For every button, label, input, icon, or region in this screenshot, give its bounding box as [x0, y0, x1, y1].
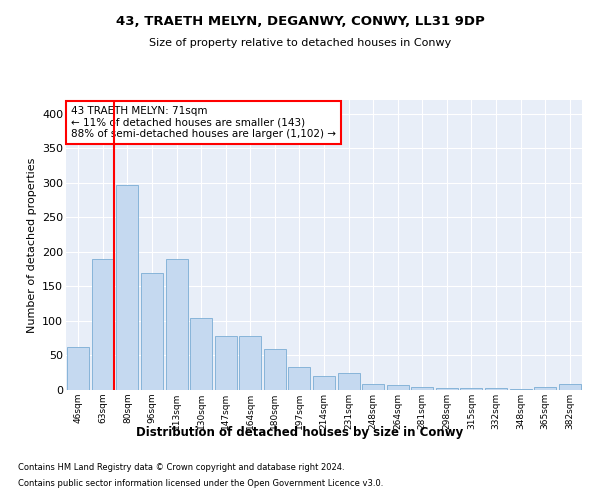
Bar — [460, 388, 482, 390]
Text: Contains HM Land Registry data © Crown copyright and database right 2024.: Contains HM Land Registry data © Crown c… — [18, 464, 344, 472]
Bar — [485, 388, 507, 390]
Bar — [67, 346, 89, 390]
Text: Distribution of detached houses by size in Conwy: Distribution of detached houses by size … — [136, 426, 464, 439]
Bar — [166, 259, 188, 390]
Bar — [239, 336, 262, 390]
Bar — [289, 367, 310, 390]
Bar — [215, 336, 237, 390]
Text: Contains public sector information licensed under the Open Government Licence v3: Contains public sector information licen… — [18, 478, 383, 488]
Bar — [338, 374, 359, 390]
Text: 43, TRAETH MELYN, DEGANWY, CONWY, LL31 9DP: 43, TRAETH MELYN, DEGANWY, CONWY, LL31 9… — [116, 15, 484, 28]
Bar — [436, 388, 458, 390]
Bar — [362, 384, 384, 390]
Bar — [264, 348, 286, 390]
Bar — [559, 384, 581, 390]
Bar — [92, 259, 114, 390]
Bar — [534, 386, 556, 390]
Text: Size of property relative to detached houses in Conwy: Size of property relative to detached ho… — [149, 38, 451, 48]
Y-axis label: Number of detached properties: Number of detached properties — [26, 158, 37, 332]
Bar — [411, 386, 433, 390]
Bar — [190, 318, 212, 390]
Bar — [313, 376, 335, 390]
Bar — [141, 272, 163, 390]
Text: 43 TRAETH MELYN: 71sqm
← 11% of detached houses are smaller (143)
88% of semi-de: 43 TRAETH MELYN: 71sqm ← 11% of detached… — [71, 106, 336, 139]
Bar — [386, 385, 409, 390]
Bar — [116, 185, 139, 390]
